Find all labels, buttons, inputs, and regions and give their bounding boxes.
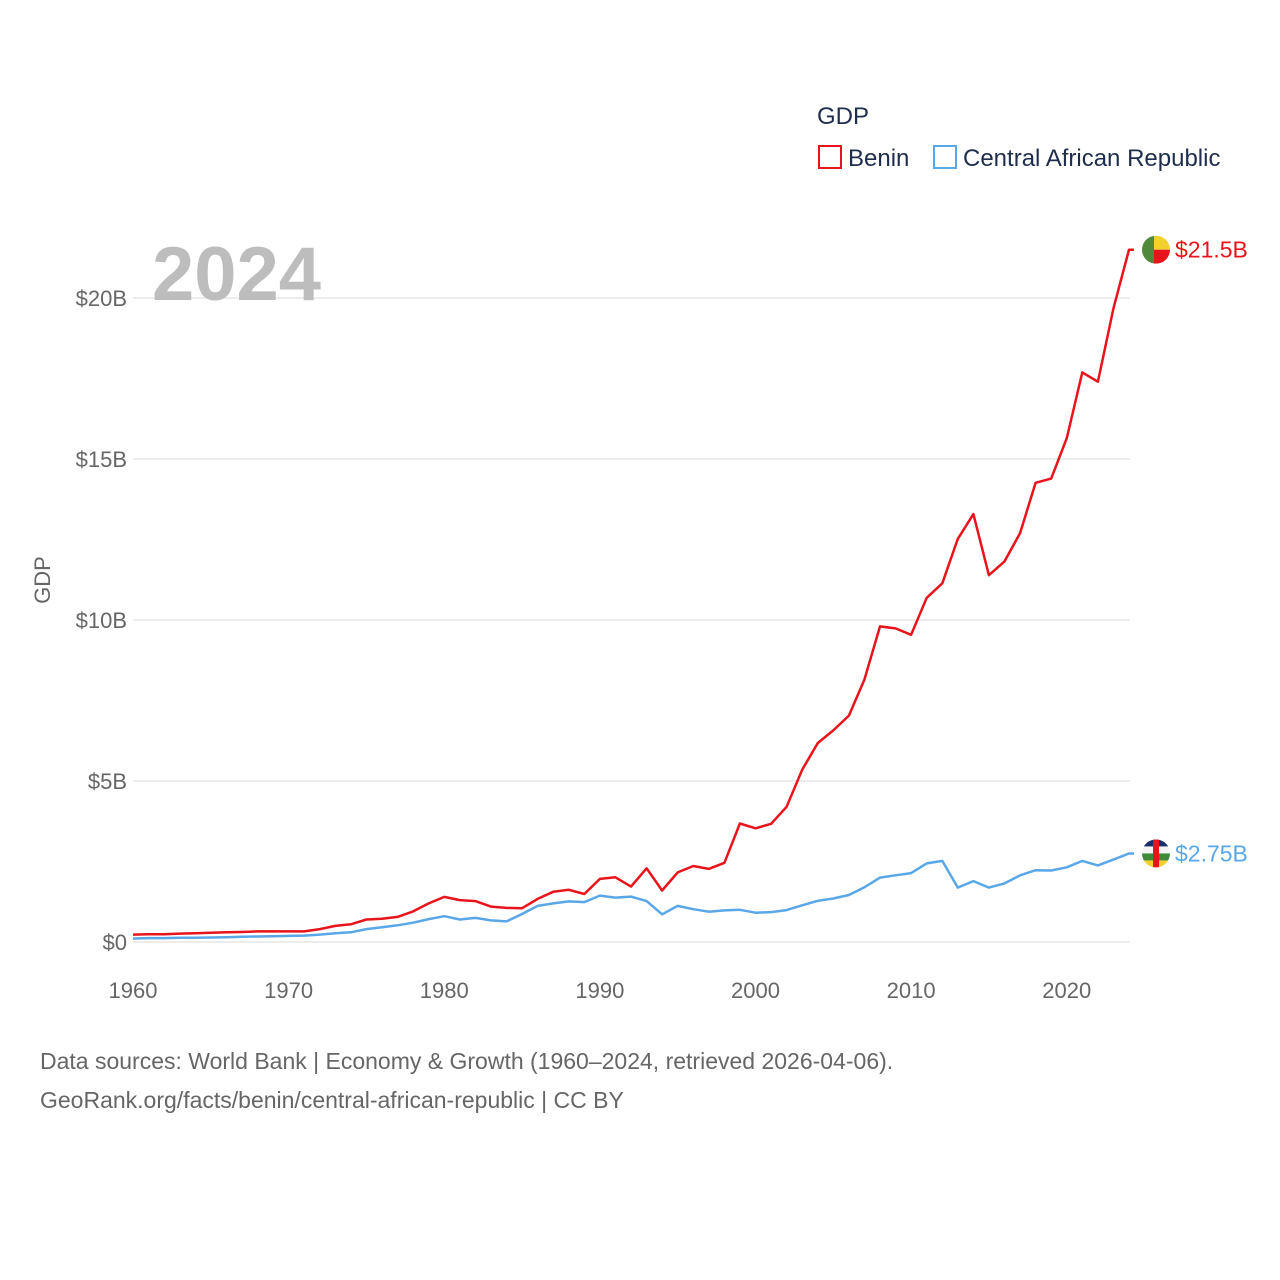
legend-swatch-benin[interactable] bbox=[818, 145, 842, 169]
y-tick-label: $10B bbox=[76, 608, 127, 633]
y-tick-label: $0 bbox=[103, 930, 127, 955]
legend-title: GDP bbox=[817, 103, 869, 130]
y-gridlines bbox=[133, 297, 1130, 943]
y-axis-title: GDP bbox=[30, 556, 55, 604]
flag-benin-icon bbox=[1142, 235, 1170, 264]
series-line-1[interactable] bbox=[132, 852, 1134, 940]
source-line-1: Data sources: World Bank | Economy & Gro… bbox=[40, 1048, 894, 1074]
series-lines bbox=[132, 248, 1134, 940]
x-tick-label: 1960 bbox=[109, 978, 158, 1003]
y-tick-label: $15B bbox=[76, 447, 127, 472]
y-tick-label: $5B bbox=[88, 769, 127, 794]
gdp-line-chart: $0 $5B $10B $15B $20B 1960 1970 1980 1990 2000 20… bbox=[30, 103, 1248, 1003]
x-tick-label: 2010 bbox=[887, 978, 936, 1003]
x-axis: 1960 1970 1980 1990 2000 2010 2020 bbox=[109, 978, 1092, 1003]
end-label-1: $2.75B bbox=[1175, 840, 1248, 866]
x-tick-label: 1970 bbox=[264, 978, 313, 1003]
flag-car-icon bbox=[1142, 839, 1170, 868]
source-line-2: GeoRank.org/facts/benin/central-african-… bbox=[40, 1087, 624, 1113]
end-label-0: $21.5B bbox=[1175, 237, 1248, 263]
y-tick-label: $20B bbox=[76, 286, 127, 311]
legend-swatch-car[interactable] bbox=[933, 145, 957, 169]
x-tick-label: 2000 bbox=[731, 978, 780, 1003]
x-tick-label: 1990 bbox=[575, 978, 624, 1003]
legend[interactable]: GDP Benin Central African Republic bbox=[817, 103, 1220, 172]
series-line-0[interactable] bbox=[132, 248, 1134, 936]
x-tick-label: 1980 bbox=[420, 978, 469, 1003]
legend-label-benin[interactable]: Benin bbox=[848, 145, 909, 172]
year-label: 2024 bbox=[152, 232, 321, 317]
x-tick-label: 2020 bbox=[1042, 978, 1091, 1003]
end-markers: $21.5B $2.75B bbox=[1142, 235, 1248, 868]
y-axis: $0 $5B $10B $15B $20B bbox=[76, 286, 127, 955]
source-note: Data sources: World Bank | Economy & Gro… bbox=[40, 1042, 893, 1120]
legend-label-car[interactable]: Central African Republic bbox=[963, 145, 1220, 172]
